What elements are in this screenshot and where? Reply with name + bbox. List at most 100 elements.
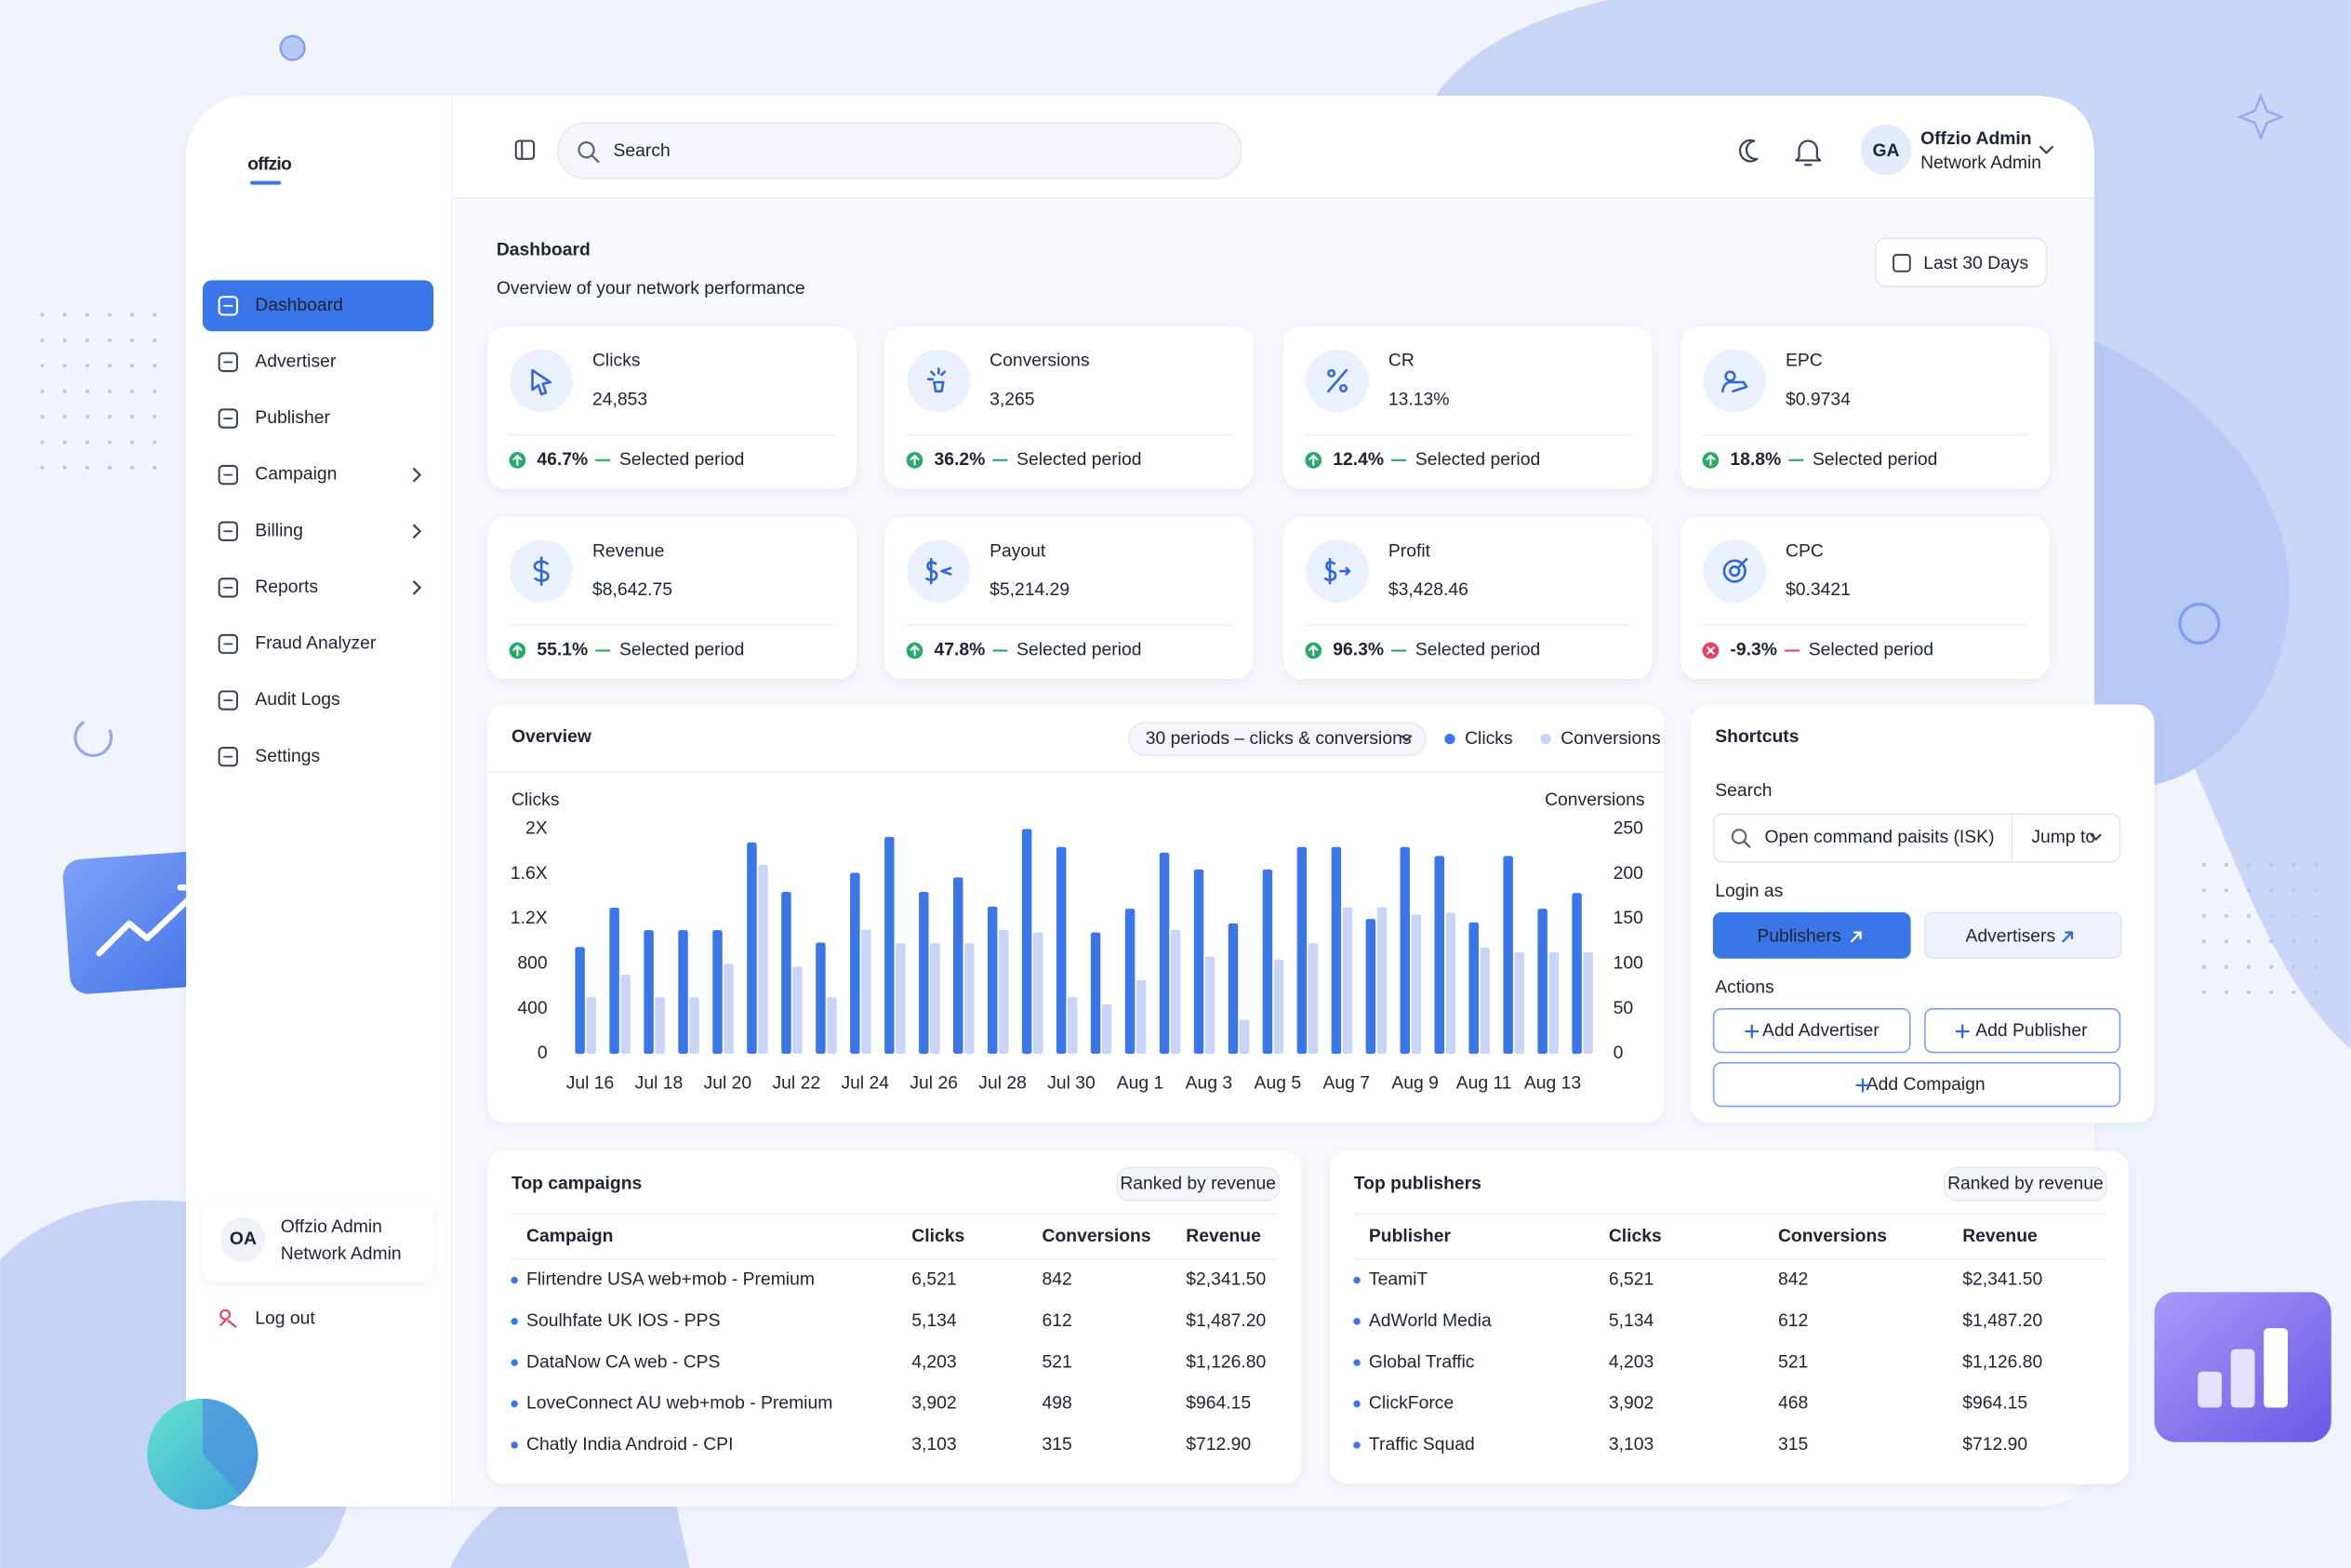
table-cell: 6,521 (911, 1269, 956, 1290)
search-icon (1731, 829, 1747, 844)
avatar[interactable] (1860, 124, 1912, 176)
dot (107, 389, 113, 393)
table-cell: $1,487.20 (1186, 1310, 1266, 1331)
search-box[interactable] (557, 122, 1242, 179)
action-button[interactable] (1712, 1061, 2121, 1108)
dot (2269, 990, 2274, 995)
nav-icon (218, 633, 239, 655)
x-tick-label: Aug 1 (1117, 1072, 1164, 1093)
login-button[interactable] (1924, 911, 2122, 959)
bar (953, 877, 963, 1055)
deco-star (2237, 92, 2285, 141)
kpi-icon (1722, 557, 1748, 583)
bar (1262, 869, 1273, 1055)
y2-tick-label: 50 (1614, 998, 1633, 1018)
nav-active[interactable] (202, 280, 434, 332)
badge (1944, 1166, 2107, 1202)
dot (153, 338, 157, 342)
kpi-card (1680, 517, 2050, 680)
table-cell: $712.90 (1186, 1434, 1251, 1455)
nav-label: Fraud Analyzer (255, 633, 377, 654)
dot (40, 389, 45, 393)
table-cell: $964.15 (1186, 1393, 1251, 1414)
kpi-change: 47.8% (934, 640, 985, 660)
dot (130, 312, 135, 317)
dot (2224, 939, 2229, 944)
action-button[interactable] (1924, 1007, 2121, 1054)
deco-ring (73, 718, 113, 757)
trend-icon (910, 454, 920, 466)
jump-select: Jump to (2031, 827, 2095, 847)
x-tick-label: Aug 13 (1524, 1072, 1581, 1093)
bar (1514, 951, 1525, 1055)
table-cell: 612 (1778, 1310, 1808, 1331)
bar (987, 906, 998, 1055)
bar (1468, 922, 1479, 1055)
column-header: Campaign (526, 1226, 613, 1246)
dot (85, 312, 89, 317)
bar (1296, 846, 1308, 1055)
command-search[interactable] (1712, 813, 2121, 863)
nav-icon (218, 690, 239, 711)
bar (827, 997, 837, 1055)
bar (1228, 923, 1239, 1055)
dot (2246, 862, 2251, 868)
x-tick-label: Jul 20 (704, 1072, 752, 1093)
y-tick-label: 0 (538, 1043, 548, 1063)
bar (1331, 846, 1342, 1055)
date-range[interactable] (1874, 237, 2048, 287)
avatar (220, 1216, 266, 1263)
logout-icon (219, 1309, 231, 1321)
sidebar-toggle[interactable] (504, 130, 546, 171)
kpi-change: 12.4% (1333, 449, 1384, 470)
dot (85, 364, 89, 368)
search-icon (578, 140, 595, 159)
dot (2201, 913, 2206, 918)
table-cell: $1,126.80 (1962, 1351, 2042, 1372)
kpi-icon-bg (907, 349, 971, 413)
bar (678, 930, 688, 1055)
kpi-note: Selected period (1415, 640, 1540, 660)
bar (1136, 979, 1147, 1055)
nav-label: Dashboard (255, 295, 343, 315)
shortcuts-title: Shortcuts (1715, 726, 1799, 747)
dot (40, 465, 45, 470)
section-label: Actions (1715, 977, 1773, 997)
dot (2269, 964, 2274, 969)
trend-icon (1308, 644, 1319, 657)
period-select[interactable] (1128, 722, 1427, 757)
kpi-label: Conversions (990, 351, 1089, 371)
trend-icon (1707, 646, 1715, 655)
nav-chevron (413, 580, 421, 595)
table-cell: 4,203 (911, 1351, 956, 1372)
period-select-label: 30 periods – clicks & conversions (1146, 728, 1412, 749)
login-button[interactable] (1712, 911, 1911, 959)
bar (724, 963, 734, 1055)
kpi-icon (1327, 368, 1348, 392)
dot (85, 338, 89, 342)
x-tick-label: Aug 9 (1391, 1072, 1439, 1093)
kpi-icon-bg (1306, 539, 1369, 603)
bar (1124, 909, 1136, 1055)
dot (2291, 990, 2296, 995)
action-button[interactable] (1712, 1007, 1911, 1054)
x-tick-label: Jul 26 (910, 1072, 958, 1093)
blob (2068, 329, 2291, 788)
login-icon (1850, 931, 1862, 943)
logout: Log out (255, 1309, 315, 1329)
table-card (1330, 1150, 2130, 1484)
kpi-label: CPC (1786, 540, 1824, 561)
table-cell: AdWorld Media (1369, 1310, 1492, 1331)
bar (644, 930, 654, 1055)
dot (2314, 964, 2318, 969)
table-cell: 842 (1043, 1269, 1072, 1290)
legend-label: Clicks (1465, 728, 1513, 749)
kpi-note: Selected period (1016, 640, 1141, 660)
nav-label: Reports (255, 577, 318, 597)
bar (1068, 997, 1078, 1055)
deco-icon (2230, 1349, 2255, 1408)
logout-hit[interactable] (210, 1301, 360, 1337)
nav-icon (218, 578, 239, 598)
